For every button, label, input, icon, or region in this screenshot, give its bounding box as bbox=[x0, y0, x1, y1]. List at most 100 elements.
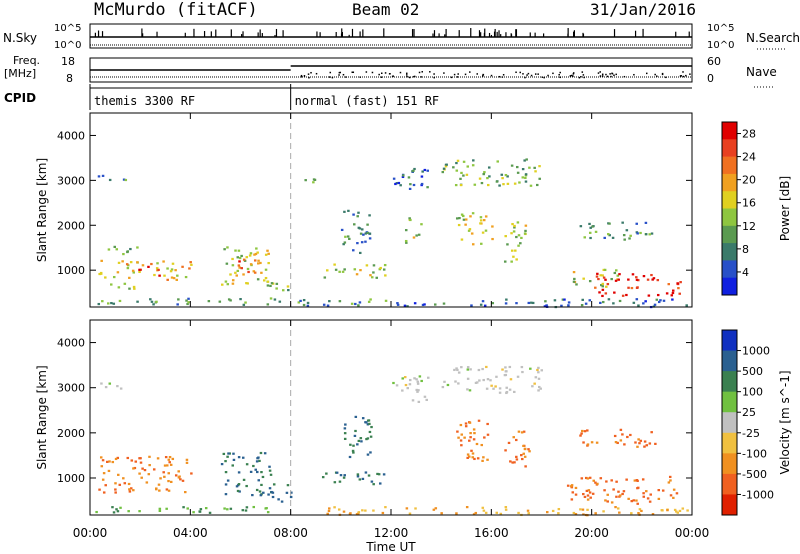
echo-cell bbox=[136, 300, 139, 303]
cpid-label: CPID bbox=[4, 91, 36, 105]
echo-cell bbox=[588, 231, 592, 234]
freq-point bbox=[599, 71, 601, 73]
freq-point bbox=[380, 76, 383, 78]
echo-cell bbox=[557, 507, 561, 511]
echo-cell bbox=[245, 282, 248, 285]
echo-cell bbox=[473, 457, 476, 461]
echo-cell bbox=[471, 164, 475, 167]
echo-cell bbox=[177, 298, 180, 301]
echo-cell bbox=[537, 389, 540, 392]
echo-cell bbox=[111, 460, 115, 464]
echo-cell bbox=[611, 236, 615, 239]
echo-cell bbox=[231, 464, 234, 467]
echo-cell bbox=[477, 419, 481, 422]
echo-cell bbox=[538, 165, 541, 168]
echo-cell bbox=[523, 447, 527, 451]
echo-cell bbox=[595, 275, 599, 278]
echo-cell bbox=[527, 512, 530, 515]
colorbar-segment bbox=[722, 453, 737, 475]
echo-cell bbox=[245, 484, 248, 488]
echo-cell bbox=[408, 187, 412, 190]
freq-point bbox=[501, 76, 504, 78]
echo-cell bbox=[237, 471, 241, 474]
echo-cell bbox=[366, 231, 370, 235]
echo-cell bbox=[420, 182, 424, 186]
echo-cell bbox=[415, 234, 418, 237]
echo-cell bbox=[456, 159, 460, 162]
echo-cell bbox=[187, 301, 190, 304]
echo-cell bbox=[504, 508, 508, 511]
echo-cell bbox=[433, 303, 437, 306]
echo-cell bbox=[561, 298, 565, 301]
echo-cell bbox=[382, 473, 386, 476]
freq-point bbox=[524, 76, 526, 79]
echo-cell bbox=[587, 489, 591, 492]
echo-cell bbox=[264, 268, 268, 271]
echo-cell bbox=[229, 299, 232, 302]
echo-cell bbox=[416, 380, 420, 383]
echo-cell bbox=[504, 366, 507, 369]
echo-cell bbox=[466, 377, 470, 380]
freq-point bbox=[559, 71, 561, 74]
echo-cell bbox=[167, 472, 170, 475]
echo-cell bbox=[157, 483, 161, 486]
echo-cell bbox=[498, 184, 501, 187]
echo-cell bbox=[351, 449, 355, 452]
echo-cell bbox=[269, 284, 272, 288]
echo-cell bbox=[623, 443, 626, 446]
echo-cell bbox=[360, 440, 363, 443]
echo-cell bbox=[155, 267, 159, 270]
echo-cell bbox=[656, 293, 660, 297]
freq-point bbox=[378, 73, 380, 76]
freq-point bbox=[338, 74, 340, 76]
y-tick-label: 1000 bbox=[57, 472, 85, 485]
freq-point bbox=[464, 73, 467, 76]
echo-cell bbox=[242, 258, 246, 261]
echo-cell bbox=[470, 232, 474, 235]
colorbar-segment bbox=[722, 139, 737, 158]
echo-cell bbox=[606, 282, 610, 286]
freq-point bbox=[453, 73, 456, 76]
echo-cell bbox=[491, 225, 494, 228]
freq-tick-low: 8 bbox=[66, 72, 73, 85]
echo-cell bbox=[267, 261, 270, 265]
echo-cell bbox=[236, 269, 240, 272]
echo-cell bbox=[163, 475, 166, 478]
echo-cell bbox=[342, 510, 346, 513]
echo-cell bbox=[136, 261, 139, 264]
echo-cell bbox=[464, 223, 467, 226]
echo-cell bbox=[474, 511, 478, 515]
echo-cell bbox=[253, 271, 257, 274]
echo-cell bbox=[553, 299, 557, 302]
echo-cell bbox=[364, 471, 368, 474]
echo-cell bbox=[632, 301, 636, 304]
echo-cell bbox=[118, 299, 122, 303]
echo-cell bbox=[635, 298, 639, 301]
echo-cell bbox=[343, 437, 347, 441]
echo-cell bbox=[515, 458, 519, 461]
echo-cell bbox=[369, 435, 373, 438]
freq-point bbox=[552, 72, 554, 75]
echo-cell bbox=[453, 368, 456, 372]
echo-cell bbox=[356, 475, 360, 478]
freq-point bbox=[300, 74, 303, 77]
freq-point bbox=[421, 71, 423, 73]
echo-cell bbox=[503, 260, 507, 263]
echo-cell bbox=[667, 481, 671, 484]
echo-cell bbox=[101, 478, 105, 481]
echo-cell bbox=[272, 483, 276, 486]
freq-point bbox=[685, 74, 687, 77]
freq-point bbox=[301, 76, 303, 78]
echo-cell bbox=[506, 243, 509, 246]
echo-cell bbox=[409, 218, 412, 222]
echo-cell bbox=[483, 171, 486, 174]
echo-cell bbox=[156, 457, 160, 460]
echo-cell bbox=[106, 460, 109, 463]
echo-cell bbox=[167, 479, 170, 483]
echo-cell bbox=[264, 276, 268, 280]
echo-cell bbox=[480, 443, 484, 447]
echo-cell bbox=[675, 492, 679, 495]
echo-cell bbox=[237, 249, 241, 252]
echo-cell bbox=[484, 511, 488, 514]
echo-cell bbox=[166, 267, 169, 270]
